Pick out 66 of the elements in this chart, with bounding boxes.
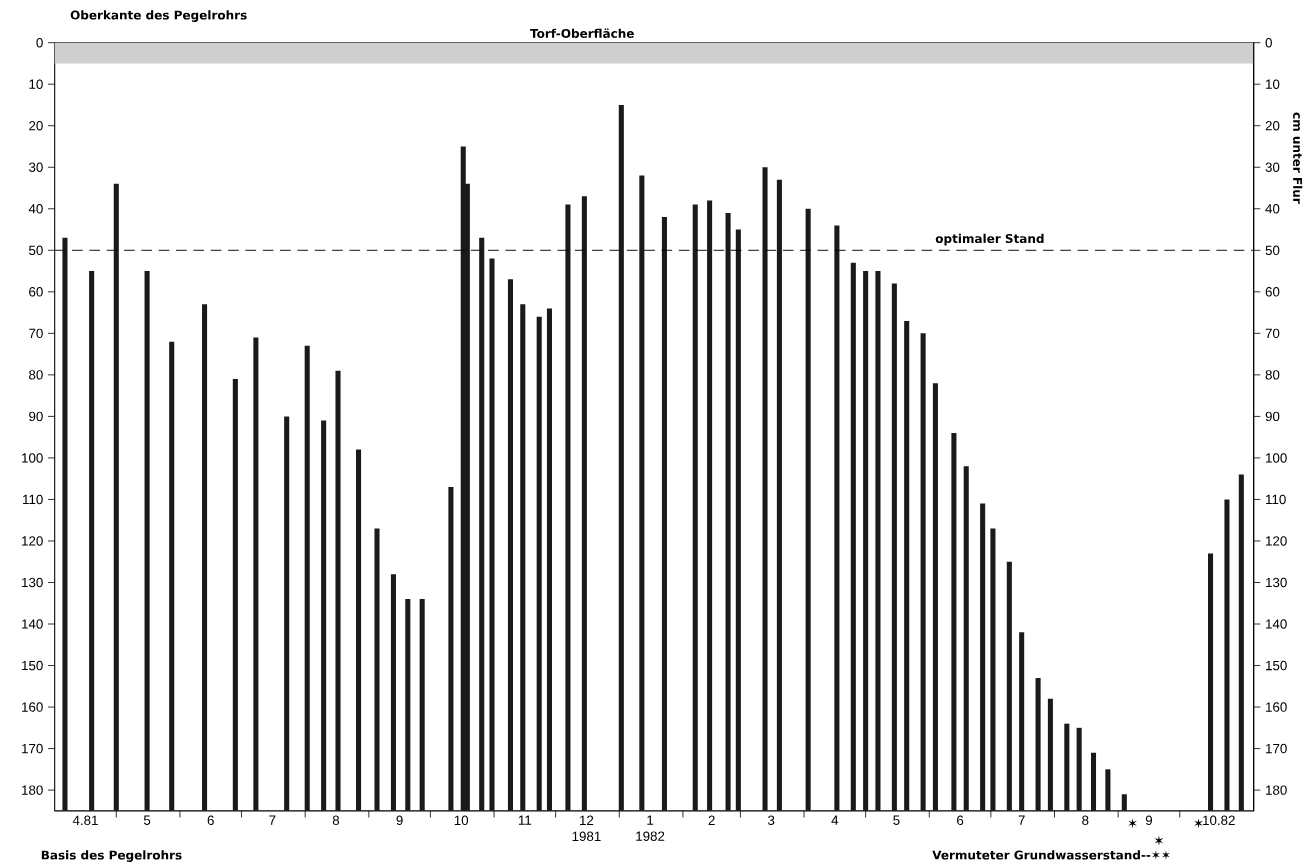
y2-tick-label: 110 <box>23 494 43 505</box>
y2-tick-label: 170 <box>22 743 43 754</box>
y2-tick-label: 10 <box>29 79 43 89</box>
y-tick-label: 40 <box>1265 203 1280 214</box>
y2-tick-label: 160 <box>22 702 43 712</box>
y-tick-label: 110 <box>1266 494 1286 505</box>
y-tick-label: 160 <box>1266 702 1287 712</box>
y-tick-label: 120 <box>1266 536 1287 546</box>
ref-line-label: optimaler Stand <box>935 233 1044 246</box>
text: Oberkante des Pegelrohrs <box>70 10 247 22</box>
y-tick-label: 140 <box>1266 619 1287 629</box>
y-tick-label: 60 <box>1265 287 1280 297</box>
y-tick-label: 20 <box>1265 120 1280 131</box>
y-tick-label: 50 <box>1265 245 1280 255</box>
x-tick-label: 8 <box>1082 815 1089 825</box>
y2-tick-label: 40 <box>28 203 43 214</box>
y2-tick-label: 130 <box>22 577 43 588</box>
x-tick-label: 5 <box>143 815 151 825</box>
y-tick-label: 80 <box>1265 370 1280 380</box>
x-tick-label: 10 <box>454 815 469 825</box>
y-tick-label: 100 <box>1266 453 1287 463</box>
x-tick-label: 9 <box>396 815 403 825</box>
y2-tick-label: 180 <box>22 785 43 795</box>
y2-tick-label: 60 <box>29 287 43 297</box>
y-tick-label: 180 <box>1266 785 1287 795</box>
y-tick-label: 130 <box>1266 577 1287 588</box>
text: Vermuteter Grundwasserstand--✶✶ <box>932 850 1170 860</box>
x-tick-label: 2 <box>708 815 715 825</box>
x-tick-label: 6 <box>207 815 214 825</box>
y2-tick-label: 150 <box>22 660 43 671</box>
y2-tick-label: 80 <box>29 370 43 380</box>
x-tick-label: 11 <box>518 815 532 825</box>
x-tick-label: 12 1981 <box>572 815 601 841</box>
text: ✶ <box>1194 818 1203 829</box>
x-tick-label: 7 <box>269 815 276 825</box>
x-tick-label: 1 1982 <box>636 815 665 841</box>
text: ✶ <box>1154 835 1164 846</box>
y-axis-title: cm unter Flur <box>1293 112 1303 204</box>
y-tick-label: 150 <box>1266 660 1287 671</box>
x-tick-label: 8 <box>332 815 340 825</box>
x-tick-label: 9 <box>1145 815 1153 825</box>
y-tick-label: 30 <box>1265 162 1280 172</box>
band-label: Torf-Oberfläche <box>530 28 634 38</box>
y2-tick-label: 0 <box>36 37 43 48</box>
x-tick-label: 4 <box>831 815 839 825</box>
y-tick-label: 70 <box>1265 328 1280 338</box>
x-tick-label: 6 <box>957 815 964 825</box>
x-tick-label: 3 <box>767 815 775 825</box>
y2-tick-label: 140 <box>22 619 43 629</box>
y2-tick-label: 30 <box>28 162 43 172</box>
x-tick-label: 7 <box>1018 815 1025 825</box>
y2-tick-label: 100 <box>22 453 43 463</box>
text: Basis des Pegelrohrs <box>41 850 182 862</box>
y2-tick-label: 50 <box>29 245 43 255</box>
y2-tick-label: 120 <box>22 536 43 546</box>
y2-tick-label: 70 <box>29 328 43 338</box>
x-tick-label: 4.81 <box>72 815 98 825</box>
y-tick-label: 0 <box>1265 37 1272 48</box>
x-tick-label: 10.82 <box>1203 815 1235 825</box>
text: ✶ <box>1128 818 1137 829</box>
y-tick-label: 170 <box>1266 743 1287 754</box>
y-tick-label: 10 <box>1266 79 1280 89</box>
x-tick-label: 5 <box>893 815 900 825</box>
y-tick-label: 90 <box>1265 411 1280 422</box>
y2-tick-label: 20 <box>29 120 43 131</box>
y2-tick-label: 90 <box>29 411 43 422</box>
